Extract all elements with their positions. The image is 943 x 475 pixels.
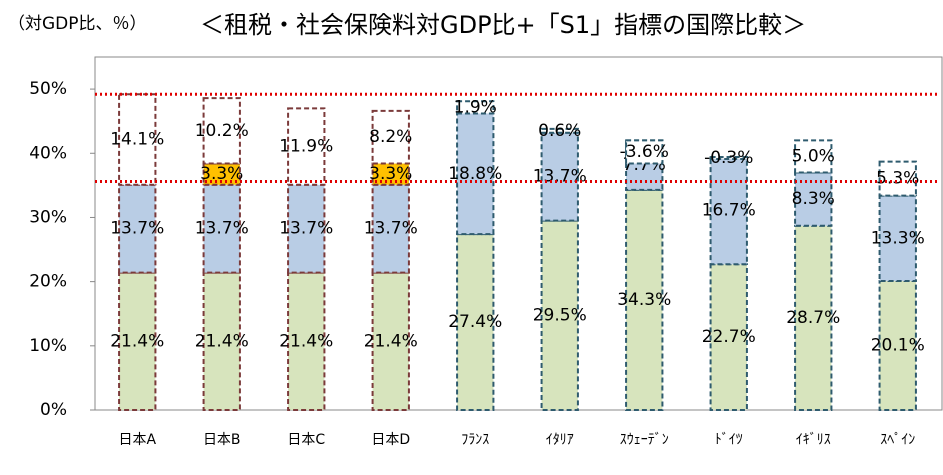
bar-segment [371, 109, 410, 165]
bar-segment [709, 156, 748, 161]
data-label: 14.1% [110, 129, 164, 149]
x-tick-label: ｽﾍﾟｲﾝ [880, 432, 915, 448]
data-label: 13.7% [533, 167, 587, 187]
data-label: 13.7% [110, 219, 164, 239]
bar-segment [456, 100, 495, 115]
bar-segment [878, 279, 917, 411]
x-tick-label: ﾄﾞｲﾂ [715, 432, 743, 448]
bar-segment [540, 219, 579, 411]
data-label: 3.3% [200, 164, 243, 184]
y-tick-label: 30% [29, 207, 67, 227]
bar-segment [287, 183, 326, 274]
x-tick-label: ｽｳｪｰﾃﾞﾝ [620, 432, 669, 448]
bar-segment [878, 160, 917, 197]
bar-segment [202, 97, 241, 165]
bar-segment [709, 156, 748, 266]
bar-segment [709, 263, 748, 412]
data-label: 8.3% [792, 189, 835, 209]
bar-segment [625, 188, 664, 411]
data-label: 11.9% [279, 137, 333, 157]
data-label: 13.7% [279, 219, 333, 239]
data-label: 5.3% [876, 169, 919, 189]
data-label: 22.7% [702, 327, 756, 347]
bar-segment [625, 139, 664, 165]
bar-segment [794, 139, 833, 174]
data-label: 5.0% [792, 146, 835, 166]
data-label: 27.4% [448, 312, 502, 332]
data-label: 13.7% [195, 219, 249, 239]
x-tick-label: ﾌﾗﾝｽ [461, 432, 489, 448]
data-label: 1.9% [454, 97, 497, 117]
data-label: 21.4% [195, 331, 249, 351]
bar-segment [118, 183, 157, 274]
x-tick-label: 日本D [371, 432, 410, 448]
data-label: 34.3% [617, 290, 671, 310]
chart-title: ＜租税・社会保険料対GDP比+「S1」指標の国際比較＞ [200, 11, 806, 39]
x-tick-label: ｲｷﾞﾘｽ [796, 432, 831, 448]
y-tick-label: 50% [29, 79, 67, 99]
data-label: 3.3% [369, 164, 412, 184]
x-tick-label: ｲﾀﾘｱ [546, 432, 574, 448]
data-label: 16.7% [702, 201, 756, 221]
bar-segment [878, 194, 917, 282]
data-label: 21.4% [110, 331, 164, 351]
bar-segment [287, 271, 326, 411]
data-label: 18.8% [448, 164, 502, 184]
data-label: 29.5% [533, 305, 587, 325]
bar-segment [371, 183, 410, 274]
data-label: 21.4% [279, 331, 333, 351]
x-tick-label: 日本B [203, 432, 241, 448]
bar-segment [456, 233, 495, 411]
data-label: 20.1% [871, 335, 925, 355]
bar-segment [540, 127, 579, 134]
data-label: 28.7% [786, 308, 840, 328]
plot-area [94, 56, 943, 411]
y-tick-label: 10% [29, 336, 67, 356]
chart-subtitle: （対GDP比、％） [8, 14, 147, 34]
bar-segment [118, 271, 157, 411]
data-label: -3.6% [620, 142, 669, 162]
data-label: 8.2% [369, 127, 412, 147]
data-label: 13.7% [364, 219, 418, 239]
y-tick-label: 0% [40, 400, 67, 420]
y-tick-label: 40% [29, 143, 67, 163]
data-label: -0.3% [704, 148, 753, 168]
bar-segment [202, 183, 241, 274]
x-tick-label: 日本A [118, 432, 156, 448]
data-label: 0.6% [538, 121, 581, 141]
data-label: 21.4% [364, 331, 418, 351]
bar-segment [118, 93, 157, 186]
y-tick-label: 20% [29, 272, 67, 292]
bar-segment [287, 107, 326, 186]
data-label: 10.2% [195, 121, 249, 141]
bar-segment [202, 162, 241, 186]
x-tick-label: 日本C [287, 432, 325, 448]
bar-segment [794, 224, 833, 411]
data-label: 13.3% [871, 228, 925, 248]
